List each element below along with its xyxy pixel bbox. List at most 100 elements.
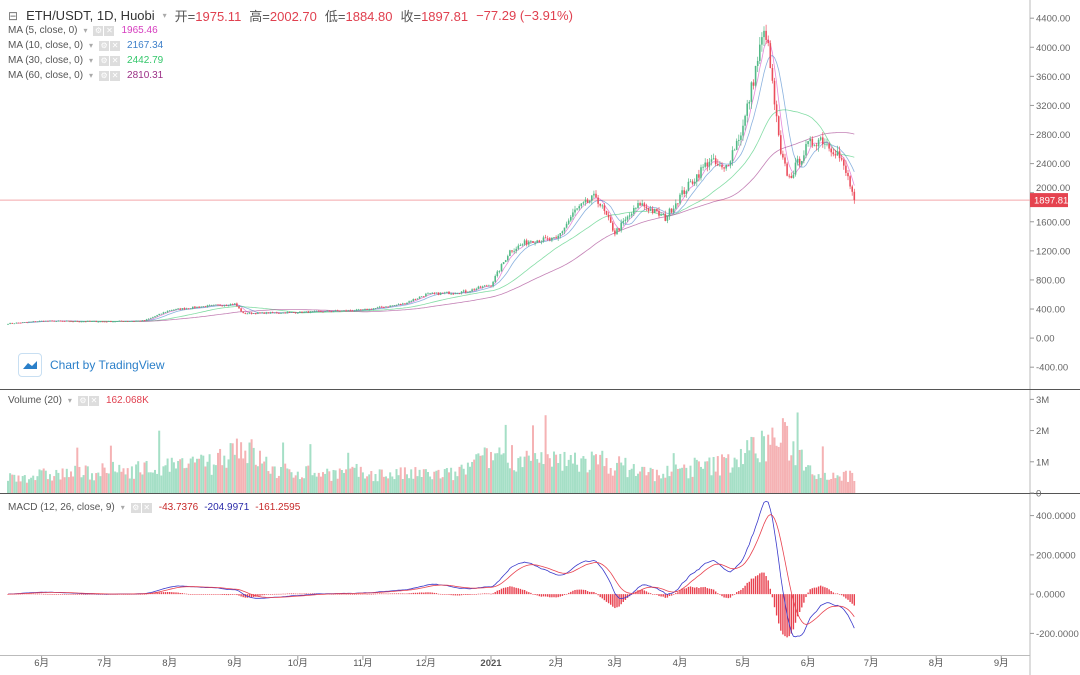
volume-bar (658, 475, 660, 493)
settings-icon[interactable]: ⚙ (93, 26, 104, 36)
macd-histogram-bar (712, 589, 715, 595)
volume-bar (246, 463, 249, 493)
volume-bar (515, 471, 518, 493)
close-icon[interactable]: ✕ (141, 503, 152, 513)
collapse-icon[interactable]: ⊟ (8, 8, 19, 23)
candle-body (206, 305, 209, 308)
candle-body (355, 309, 358, 311)
candle-body (126, 321, 129, 322)
candle-body (252, 313, 255, 314)
ma-label[interactable]: MA (10, close, 0) (8, 40, 84, 51)
volume-bar (210, 474, 213, 493)
candle-body (452, 293, 454, 295)
volume-bar (349, 468, 352, 493)
settings-icon[interactable]: ⚙ (77, 396, 88, 406)
chevron-down-icon[interactable]: ▾ (162, 11, 167, 20)
candle-body (700, 167, 702, 178)
settings-icon[interactable]: ⚙ (99, 71, 110, 81)
candle-body (286, 312, 289, 314)
settings-icon[interactable]: ⚙ (99, 56, 110, 66)
volume-bar (462, 468, 465, 493)
volume-bar (599, 454, 602, 493)
volume-bar (760, 430, 763, 493)
volume-bar (435, 470, 438, 493)
candle-body (542, 237, 545, 242)
volume-bar (454, 471, 457, 493)
ma-label[interactable]: MA (30, close, 0) (8, 55, 84, 66)
chevron-down-icon[interactable]: ▾ (89, 71, 94, 80)
volume-bar (592, 455, 595, 493)
chevron-down-icon[interactable]: ▾ (89, 56, 94, 65)
candle-body (145, 319, 148, 321)
close-icon[interactable]: ✕ (110, 41, 121, 51)
volume-bar (542, 464, 545, 493)
chevron-down-icon[interactable]: ▾ (83, 26, 88, 35)
candle-body (742, 125, 744, 136)
volume-bar (112, 461, 114, 493)
ma-label[interactable]: MA (5, close, 0) (8, 25, 78, 36)
macd-label[interactable]: MACD (12, 26, close, 9) (8, 502, 115, 513)
candle-body (664, 214, 667, 221)
settings-icon[interactable]: ⚙ (99, 41, 110, 51)
volume-bar (193, 462, 196, 493)
macd-histogram-bar (841, 594, 843, 596)
close-icon[interactable]: ✕ (110, 56, 121, 66)
volume-bar (681, 467, 684, 493)
volume-bar (527, 455, 530, 493)
settings-icon[interactable]: ⚙ (130, 503, 141, 513)
candle-body (40, 320, 43, 322)
ma-label[interactable]: MA (60, close, 0) (8, 70, 84, 81)
macd-histogram-bar (431, 592, 433, 595)
volume-bar (676, 468, 679, 493)
symbol-title[interactable]: ETH/USDT, 1D, Huobi (26, 8, 155, 23)
candle-body (603, 205, 606, 211)
candle-body (647, 208, 650, 211)
candle-body (515, 248, 517, 251)
volume-bar (95, 473, 98, 493)
volume-bar (70, 471, 72, 493)
close-icon[interactable]: ✕ (110, 71, 121, 81)
volume-bar (626, 477, 629, 493)
volume-bar (269, 473, 272, 493)
time-tick-label: 12月 (416, 658, 436, 669)
volume-bar (628, 469, 631, 493)
chevron-down-icon[interactable]: ▾ (120, 503, 125, 512)
macd-histogram-bar (246, 594, 249, 598)
volume-bar (393, 479, 396, 493)
candle-body (803, 155, 805, 161)
candle-body (137, 320, 139, 322)
volume-bar (196, 458, 198, 493)
candle-body (475, 288, 478, 291)
macd-histogram-bar (820, 585, 822, 595)
volume-bar (729, 472, 732, 493)
macd-histogram-bar (782, 594, 784, 635)
volume-bar (756, 458, 759, 493)
volume-bar (504, 424, 507, 493)
macd-histogram-bar (540, 594, 543, 597)
volume-label[interactable]: Volume (20) (8, 395, 62, 406)
volume-bar (582, 456, 585, 493)
volume-bar (546, 454, 549, 493)
volume-bar (80, 477, 83, 493)
candle-body (540, 241, 543, 243)
macd-histogram-bar (649, 593, 652, 595)
macd-histogram-bar (385, 593, 387, 595)
volume-bar (473, 459, 476, 493)
volume-bar (403, 467, 406, 493)
volume-bar (578, 471, 581, 493)
volume-bar (298, 479, 301, 493)
chevron-down-icon[interactable]: ▾ (67, 396, 72, 405)
chevron-down-icon[interactable]: ▾ (89, 41, 94, 50)
candle-body (840, 158, 843, 160)
close-icon[interactable]: ✕ (88, 396, 99, 406)
volume-bar (93, 480, 96, 493)
candle-body (326, 310, 328, 312)
volume-bar (151, 472, 154, 493)
candle-body (223, 305, 226, 307)
close-icon[interactable]: ✕ (104, 26, 115, 36)
tradingview-watermark[interactable]: Chart by TradingView (18, 353, 165, 377)
candle-body (196, 306, 198, 308)
macd-histogram-bar (227, 594, 230, 596)
volume-bar (427, 472, 429, 493)
